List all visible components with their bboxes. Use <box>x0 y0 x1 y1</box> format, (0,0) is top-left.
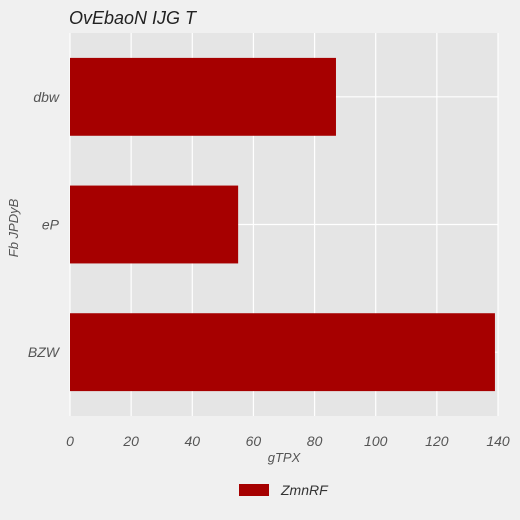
y-tick-labels: dbw eP BZW <box>28 89 61 360</box>
chart-title: OvEbaoN IJG T <box>69 8 198 28</box>
x-tick-label: 140 <box>486 433 510 449</box>
legend: ZmnRF <box>239 482 329 498</box>
x-axis-label: gTPX <box>268 450 302 465</box>
x-tick-labels: 0 20 40 60 80 100 120 140 <box>66 433 510 449</box>
x-tick-label: 0 <box>66 433 74 449</box>
x-tick-label: 60 <box>246 433 262 449</box>
x-tick-label: 100 <box>364 433 388 449</box>
bar-BZW <box>70 313 495 392</box>
bar-eP <box>70 185 239 264</box>
bar-dbw <box>70 57 336 136</box>
x-tick-label: 120 <box>425 433 449 449</box>
y-tick-label: dbw <box>33 89 60 105</box>
legend-label: ZmnRF <box>280 482 329 498</box>
y-tick-label: eP <box>42 217 60 233</box>
y-tick-label: BZW <box>28 344 61 360</box>
y-axis-label: Fb JPDyB <box>6 198 21 257</box>
x-tick-label: 80 <box>307 433 323 449</box>
x-tick-label: 20 <box>122 433 139 449</box>
legend-swatch <box>239 484 269 496</box>
bars <box>70 57 495 392</box>
x-tick-label: 40 <box>184 433 200 449</box>
